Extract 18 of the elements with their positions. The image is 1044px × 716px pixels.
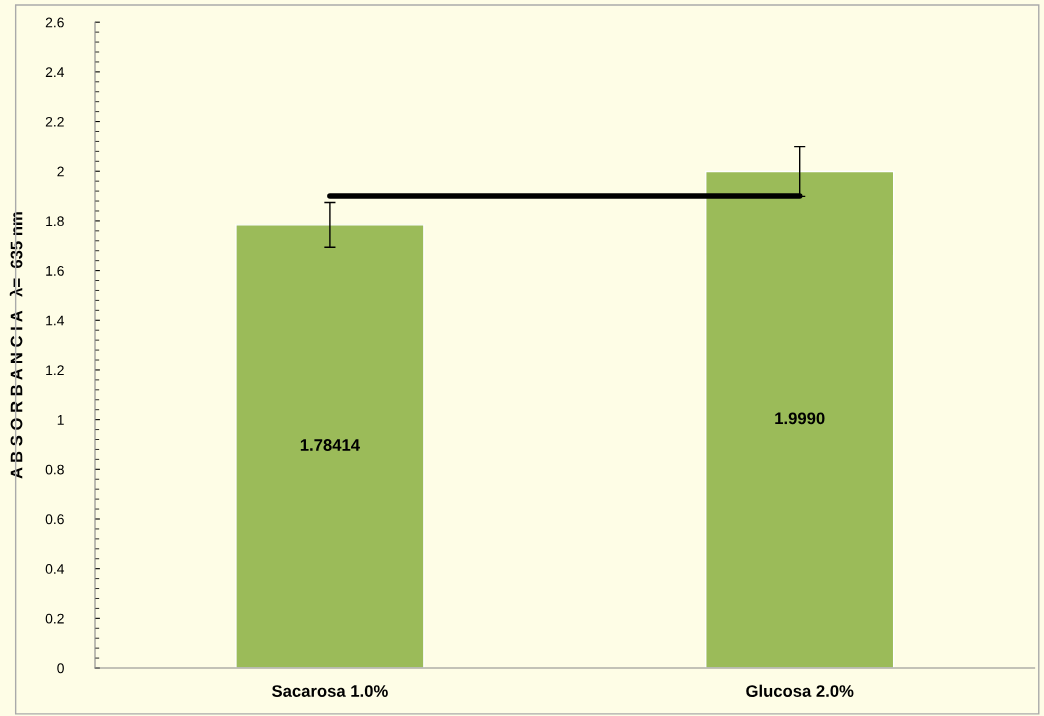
data-label: 1.78414 — [300, 439, 360, 451]
x-tick-label: Glucosa 2.0% — [746, 684, 854, 697]
y-tick-label: 0.6 — [45, 514, 64, 525]
x-tick-label: Sacarosa 1.0% — [272, 685, 388, 697]
y-tick-label: 1.8 — [46, 216, 64, 227]
data-label: 1.9990 — [775, 412, 825, 425]
y-tick-label: 2.4 — [45, 67, 65, 77]
y-tick-label: 0 — [57, 663, 64, 674]
y-tick-label: 0.4 — [45, 564, 65, 574]
y-tick-label: 2.6 — [45, 17, 64, 28]
y-tick-label: 2.2 — [45, 116, 64, 127]
y-tick-label: 1.4 — [46, 315, 65, 326]
y-tick-label: 0.8 — [45, 464, 64, 475]
y-tick-label: 1 — [57, 415, 64, 425]
y-tick-label: 1.6 — [46, 265, 64, 276]
y-tick-label: 1.2 — [46, 365, 64, 375]
y-tick-label: 0.2 — [45, 613, 64, 624]
y-tick-label: 2 — [57, 166, 64, 177]
